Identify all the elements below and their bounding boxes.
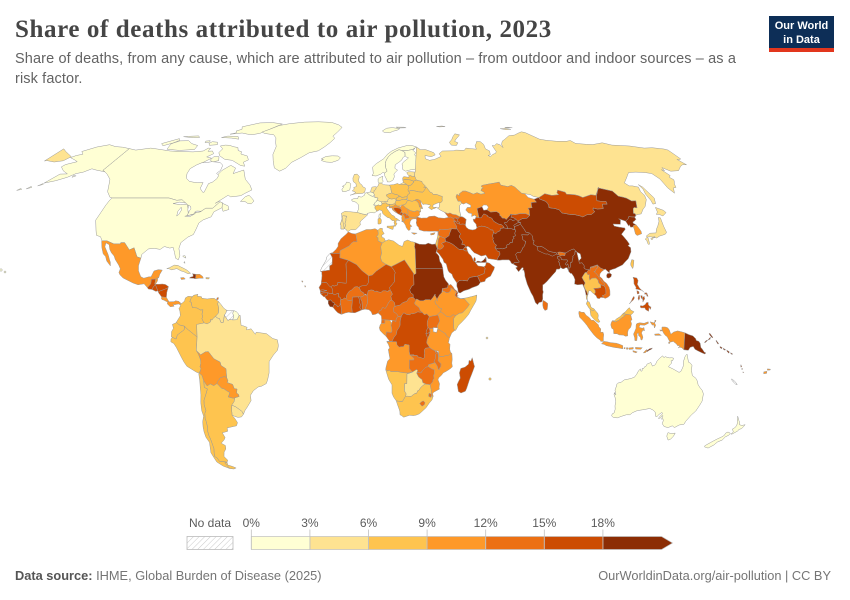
svg-text:3%: 3% bbox=[301, 516, 319, 530]
svg-text:15%: 15% bbox=[532, 516, 556, 530]
svg-text:9%: 9% bbox=[418, 516, 436, 530]
svg-text:12%: 12% bbox=[474, 516, 498, 530]
svg-text:No data: No data bbox=[189, 516, 231, 530]
svg-text:0%: 0% bbox=[243, 516, 261, 530]
svg-text:6%: 6% bbox=[360, 516, 378, 530]
svg-text:18%: 18% bbox=[591, 516, 615, 530]
